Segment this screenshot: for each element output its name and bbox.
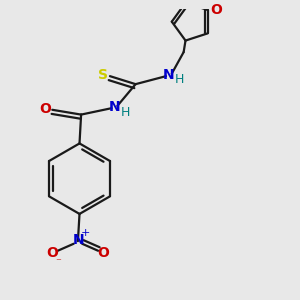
Text: H: H bbox=[175, 74, 184, 86]
Text: N: N bbox=[163, 68, 174, 82]
Text: O: O bbox=[210, 3, 222, 17]
Text: N: N bbox=[73, 233, 84, 247]
Text: O: O bbox=[46, 246, 58, 260]
Text: +: + bbox=[81, 228, 91, 238]
Text: ⁻: ⁻ bbox=[56, 257, 61, 267]
Text: H: H bbox=[120, 106, 130, 118]
Text: S: S bbox=[98, 68, 108, 82]
Text: N: N bbox=[108, 100, 120, 114]
Text: O: O bbox=[39, 102, 51, 116]
Text: O: O bbox=[98, 246, 110, 260]
